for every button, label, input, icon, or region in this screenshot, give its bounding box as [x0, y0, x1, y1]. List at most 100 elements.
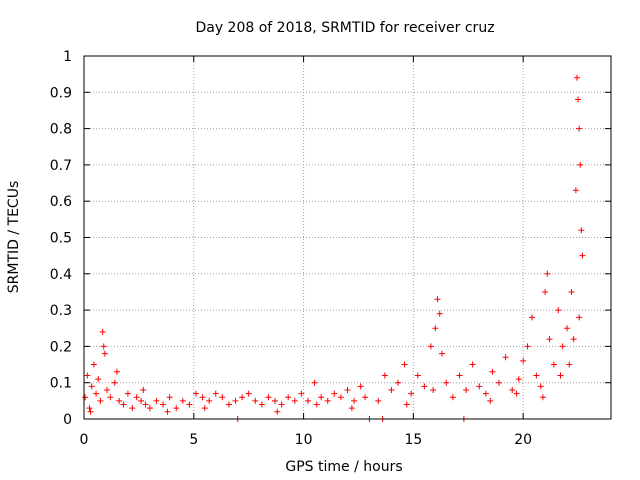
- data-point: [88, 383, 95, 390]
- data-point: [95, 376, 102, 383]
- y-tick-label: 0.7: [50, 158, 72, 174]
- y-tick-label: 0.8: [50, 122, 72, 138]
- data-point: [351, 397, 358, 404]
- y-tick-label: 0.2: [50, 339, 72, 355]
- data-point: [509, 386, 516, 393]
- data-point: [100, 343, 107, 350]
- data-point: [443, 379, 450, 386]
- data-point: [166, 394, 173, 401]
- data-point: [232, 397, 239, 404]
- data-point: [573, 74, 580, 81]
- data-point: [438, 350, 445, 357]
- data-point: [344, 386, 351, 393]
- x-tick-label: 0: [80, 432, 89, 448]
- data-point: [107, 394, 114, 401]
- data-point: [564, 325, 571, 332]
- data-point: [575, 96, 582, 103]
- data-point: [381, 372, 388, 379]
- data-point: [86, 405, 93, 412]
- x-axis-label: GPS time / hours: [285, 459, 402, 475]
- data-point: [120, 401, 127, 408]
- data-point: [153, 397, 160, 404]
- data-point: [436, 310, 443, 317]
- data-point: [219, 394, 226, 401]
- data-point: [199, 394, 206, 401]
- data-point: [502, 354, 509, 361]
- data-point: [487, 397, 494, 404]
- data-point: [576, 125, 583, 132]
- data-point: [101, 350, 108, 357]
- data-point: [469, 361, 476, 368]
- data-point: [432, 325, 439, 332]
- data-point: [533, 372, 540, 379]
- data-point: [434, 296, 441, 303]
- data-point: [414, 372, 421, 379]
- y-tick-label: 0.3: [50, 303, 72, 319]
- data-point: [357, 383, 364, 390]
- data-point: [258, 401, 265, 408]
- data-point: [421, 383, 428, 390]
- data-point: [550, 361, 557, 368]
- data-point: [318, 394, 325, 401]
- data-point: [528, 314, 535, 321]
- x-tick-label: 15: [404, 432, 422, 448]
- data-point: [568, 288, 575, 295]
- data-point: [476, 383, 483, 390]
- data-point: [324, 397, 331, 404]
- data-point: [496, 379, 503, 386]
- data-point: [113, 368, 120, 375]
- data-point: [201, 405, 208, 412]
- data-point: [192, 390, 199, 397]
- data-point: [138, 397, 145, 404]
- data-point: [93, 390, 100, 397]
- data-point: [348, 405, 355, 412]
- data-point: [84, 372, 91, 379]
- data-point: [566, 361, 573, 368]
- data-point: [291, 397, 298, 404]
- plot-frame: [83, 55, 612, 420]
- data-point: [298, 390, 305, 397]
- data-point: [395, 379, 402, 386]
- y-tick-label: 0: [63, 412, 72, 428]
- grid-lines: [84, 56, 611, 419]
- data-point: [576, 314, 583, 321]
- data-point: [265, 394, 272, 401]
- data-point: [430, 386, 437, 393]
- x-tick-label: 20: [514, 432, 532, 448]
- data-point: [252, 397, 259, 404]
- data-point: [99, 328, 106, 335]
- data-point: [482, 390, 489, 397]
- data-point: [140, 386, 147, 393]
- data-point: [212, 390, 219, 397]
- data-point: [427, 343, 434, 350]
- data-point: [403, 401, 410, 408]
- data-point: [111, 379, 118, 386]
- data-point: [401, 361, 408, 368]
- data-point: [82, 394, 89, 401]
- data-point: [579, 252, 586, 259]
- data-point: [97, 397, 104, 404]
- data-point: [572, 187, 579, 194]
- data-point: [245, 390, 252, 397]
- x-tick-label: 10: [295, 432, 313, 448]
- data-point: [304, 397, 311, 404]
- data-point: [225, 401, 232, 408]
- y-axis-label: SRMTID / TECUs: [6, 181, 22, 294]
- data-point: [133, 394, 140, 401]
- data-point: [515, 376, 522, 383]
- data-point: [87, 408, 94, 415]
- data-point: [206, 397, 213, 404]
- data-point: [116, 397, 123, 404]
- data-point: [272, 397, 279, 404]
- data-point: [570, 336, 577, 343]
- data-point: [274, 408, 281, 415]
- y-tick-label: 0.6: [50, 194, 72, 210]
- data-point: [539, 394, 546, 401]
- data-point: [408, 390, 415, 397]
- data-point: [104, 386, 111, 393]
- data-point: [186, 401, 193, 408]
- data-point: [520, 357, 527, 364]
- data-point: [311, 379, 318, 386]
- data-point: [544, 270, 551, 277]
